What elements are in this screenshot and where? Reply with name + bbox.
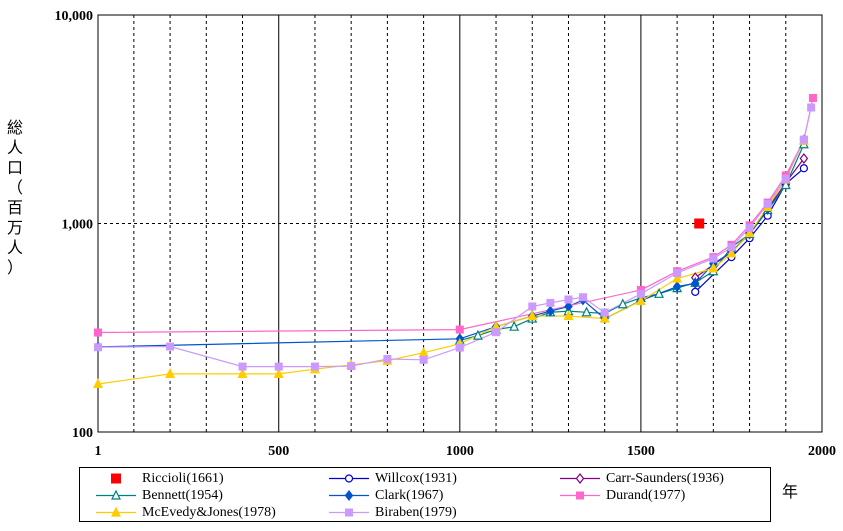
legend-marker <box>111 473 121 484</box>
legend-marker <box>576 491 584 500</box>
data-point-biraben-1979 <box>383 354 392 363</box>
legend-label: Bennett(1954) <box>142 488 223 503</box>
series-lines <box>97 97 814 385</box>
data-point-biraben-1979 <box>578 293 587 302</box>
legend-label: McEvedy&Jones(1978) <box>142 505 276 520</box>
series-markers <box>93 93 817 389</box>
data-point-biraben-1979 <box>419 355 428 364</box>
legend-swatch <box>111 473 121 484</box>
data-point-biraben-1979 <box>781 175 790 184</box>
data-point-mcevedy-jones-1978 <box>635 295 646 306</box>
legend-label: Willcox(1931) <box>375 471 457 486</box>
data-point-bennett-1954 <box>654 287 664 298</box>
legend-swatch <box>329 490 369 501</box>
data-point-biraben-1979 <box>238 362 247 371</box>
data-point-biraben-1979 <box>799 135 808 144</box>
legend-swatch <box>96 489 136 500</box>
data-point-willcox-1931 <box>799 164 808 173</box>
data-point-mcevedy-jones-1978 <box>93 378 103 389</box>
data-point-mcevedy-jones-1978 <box>744 227 755 238</box>
series-line-mcevedy-jones-1978 <box>97 140 805 385</box>
x-tick-label: 1500 <box>627 444 655 459</box>
legend-marker <box>111 506 121 517</box>
data-point-biraben-1979 <box>564 295 573 304</box>
legend-label: Durand(1977) <box>606 488 686 503</box>
data-point-biraben-1979 <box>166 342 175 351</box>
y-tick-label: 100 <box>72 426 93 441</box>
series-line-clark-1967 <box>97 139 805 348</box>
y-tick-label: 1,000 <box>62 218 94 233</box>
plot-frame <box>97 14 823 433</box>
legend-swatch <box>560 473 600 484</box>
data-point-biraben-1979 <box>709 254 718 263</box>
legend-swatch <box>560 491 600 500</box>
data-point-biraben-1979 <box>673 268 682 277</box>
grid-lines <box>98 15 822 432</box>
data-point-durand-1977 <box>455 325 464 334</box>
data-point-biraben-1979 <box>310 362 319 371</box>
data-point-biraben-1979 <box>94 343 102 352</box>
data-point-carr-saunders-1936 <box>799 153 809 164</box>
plot-border <box>97 14 823 433</box>
legend-label: Riccioli(1661) <box>142 471 224 486</box>
data-point-bennett-1954 <box>780 179 791 190</box>
data-point-mcevedy-jones-1978 <box>726 247 737 258</box>
legend-swatch <box>329 508 369 517</box>
data-point-bennett-1954 <box>509 320 520 331</box>
legend-swatch <box>329 474 369 483</box>
data-point-biraben-1979 <box>274 362 283 371</box>
data-point-durand-1977 <box>94 328 102 337</box>
legend-marker <box>345 508 353 517</box>
data-point-mcevedy-jones-1978 <box>527 310 538 321</box>
legend-label: Biraben(1979) <box>375 505 457 520</box>
series-line-biraben-1979 <box>97 107 812 368</box>
data-point-biraben-1979 <box>763 199 772 208</box>
data-point-mcevedy-jones-1978 <box>273 368 284 378</box>
legend-marker <box>344 490 354 501</box>
legend-label: Clark(1967) <box>375 488 444 503</box>
data-point-mcevedy-jones-1978 <box>165 368 176 378</box>
data-point-biraben-1979 <box>492 328 501 337</box>
legend-swatch <box>96 506 136 517</box>
series-line-bennett-1954 <box>459 143 805 341</box>
data-point-mcevedy-jones-1978 <box>237 368 248 378</box>
y-tick-label: 10,000 <box>55 9 94 24</box>
data-point-clark-1967 <box>672 281 682 293</box>
y-axis-label: 総人口（百万人） <box>6 118 23 277</box>
legend-marker <box>344 474 354 483</box>
data-point-bennett-1954 <box>617 298 628 309</box>
series-line-durand-1977 <box>97 97 814 334</box>
data-point-durand-1977 <box>808 93 817 102</box>
data-point-biraben-1979 <box>745 223 754 232</box>
data-point-biraben-1979 <box>600 308 609 317</box>
data-point-biraben-1979 <box>455 343 464 352</box>
data-point-biraben-1979 <box>347 362 356 371</box>
data-point-biraben-1979 <box>727 243 736 252</box>
data-point-clark-1967 <box>690 277 700 289</box>
data-point-mcevedy-jones-1978 <box>672 272 683 283</box>
data-point-mcevedy-jones-1978 <box>599 312 610 323</box>
data-point-biraben-1979 <box>807 103 816 112</box>
data-point-mcevedy-jones-1978 <box>563 310 574 321</box>
data-point-bennett-1954 <box>581 306 592 317</box>
legend-marker <box>111 489 121 500</box>
data-point-bennett-1954 <box>472 329 483 340</box>
data-point-clark-1967 <box>546 305 555 317</box>
x-tick-label: 2000 <box>808 444 836 459</box>
data-point-riccioli-1661 <box>694 218 705 229</box>
legend-marker <box>575 473 585 484</box>
x-tick-label: 1000 <box>446 444 474 459</box>
data-point-mcevedy-jones-1978 <box>708 262 719 273</box>
data-point-biraben-1979 <box>636 289 645 298</box>
x-axis-label: 年 <box>782 482 799 501</box>
x-tick-label: 500 <box>268 444 289 459</box>
legend: Riccioli(1661) Willcox(1931) Carr-Saunders… <box>79 467 771 522</box>
data-point-biraben-1979 <box>546 298 555 307</box>
legend-label: Carr-Saunders(1936) <box>606 471 724 486</box>
data-point-biraben-1979 <box>528 302 537 311</box>
data-point-willcox-1931 <box>691 287 700 296</box>
x-tick-label: 1 <box>95 444 102 459</box>
